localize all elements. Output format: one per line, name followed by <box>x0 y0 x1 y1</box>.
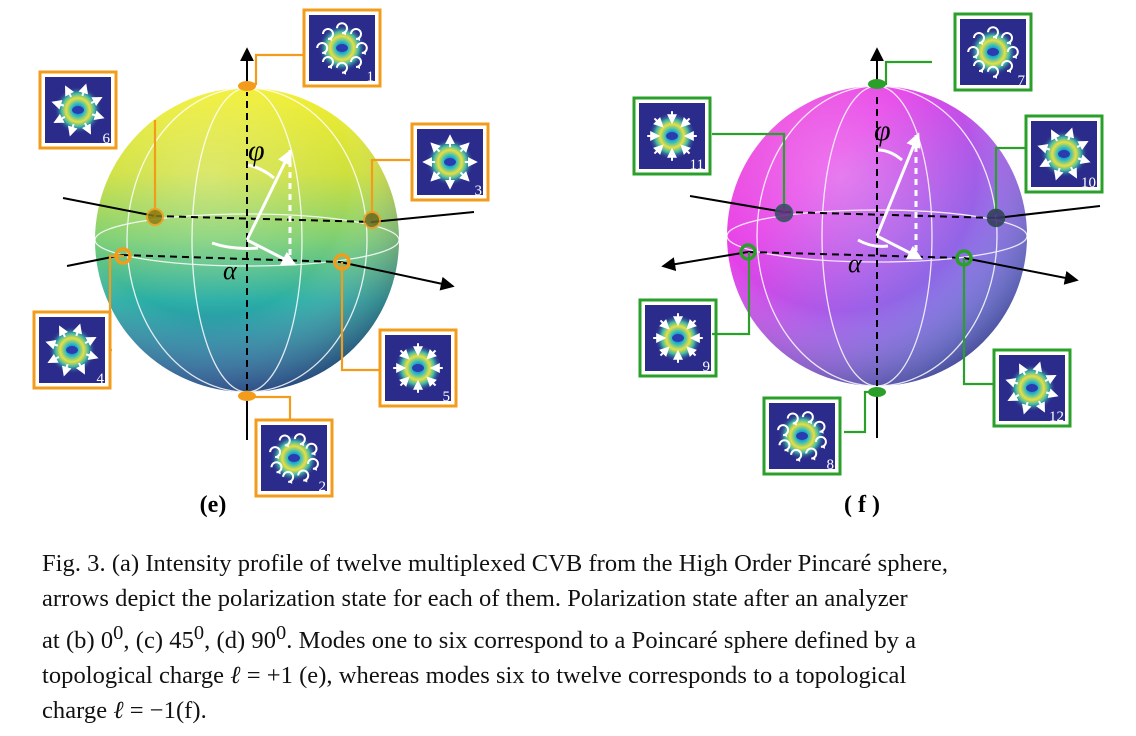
caption-text: charge <box>42 697 114 725</box>
caption-line-1: Fig. 3. (a) Intensity profile of twelve … <box>42 550 949 577</box>
mode-thumbnail-11: 11 <box>632 96 712 176</box>
caption-line-2: arrows depict the polarization state for… <box>42 585 908 612</box>
poincare-sphere-e: φ α 1 2 3 4 5 6 <box>32 8 490 498</box>
mode-thumbnail-2: 2 <box>254 418 334 498</box>
mode-number: 9 <box>703 359 711 375</box>
caption-text: at (b) 0 <box>42 627 114 655</box>
mode-number: 4 <box>97 371 105 387</box>
mode-number: 11 <box>690 157 704 173</box>
mode-thumbnail-12: 12 <box>992 348 1072 428</box>
caption-text: , (c) 45 <box>123 627 194 655</box>
caption-sup: 0 <box>276 622 287 644</box>
mode-thumbnail-9: 9 <box>638 298 718 378</box>
mode-thumbnail-1: 1 <box>302 8 382 88</box>
panel-label-e: (e) <box>200 492 227 518</box>
mode-number: 1 <box>367 69 375 85</box>
poincare-sphere-f: φ α 7 8 9 10 11 12 <box>632 12 1104 476</box>
alpha-symbol: α <box>223 256 238 285</box>
caption-text: topological charge <box>42 662 231 690</box>
figure-caption: Fig. 3. (a) Intensity profile of twelve … <box>42 546 1122 728</box>
mode-number: 7 <box>1018 73 1026 89</box>
ell-symbol: ℓ <box>230 662 241 690</box>
mode-thumbnail-6: 6 <box>38 70 118 150</box>
ell-symbol: ℓ <box>113 697 124 725</box>
mode-thumbnail-5: 5 <box>378 328 458 408</box>
mode-number: 12 <box>1049 409 1064 425</box>
caption-line-4: topological charge ℓ = +1 (e), whereas m… <box>42 658 1122 693</box>
mode-number: 8 <box>827 457 835 473</box>
caption-text: . Modes one to six correspond to a Poinc… <box>286 627 917 655</box>
caption-line-5: charge ℓ = −1(f). <box>42 693 1122 728</box>
mode-thumbnail-8: 8 <box>762 396 842 476</box>
caption-text: , (d) 90 <box>204 627 276 655</box>
mode-number: 2 <box>319 479 327 495</box>
caption-sup: 0 <box>113 622 124 644</box>
caption-text: = −1(f). <box>123 697 207 725</box>
mode-thumbnail-3: 3 <box>410 122 490 202</box>
phi-symbol: φ <box>248 134 265 167</box>
phi-symbol-f: φ <box>874 114 891 147</box>
panel-label-f: ( f ) <box>844 492 880 518</box>
mode-number: 5 <box>443 389 451 405</box>
mode-number: 6 <box>103 131 111 147</box>
caption-line-3: at (b) 00, (c) 450, (d) 900. Modes one t… <box>42 616 1122 658</box>
mode-number: 3 <box>475 183 483 199</box>
alpha-symbol-f: α <box>848 249 863 278</box>
mode-thumbnail-10: 10 <box>1024 114 1104 194</box>
caption-sup: 0 <box>193 622 205 644</box>
mode-number: 10 <box>1081 175 1096 191</box>
caption-text: = +1 (e), whereas modes six to twelve co… <box>240 662 907 690</box>
mode-thumbnail-7: 7 <box>953 12 1033 92</box>
mode-thumbnail-4: 4 <box>32 310 112 390</box>
